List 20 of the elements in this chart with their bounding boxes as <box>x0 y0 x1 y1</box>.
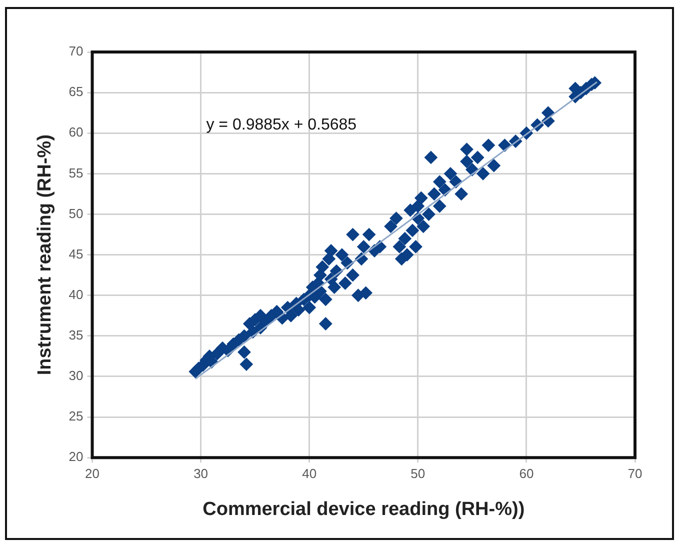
x-axis-title: Commercial device reading (RH-%)) <box>202 498 525 520</box>
y-tick-label: 35 <box>68 328 84 342</box>
annotation: y = 0.9885x + 0.5685 <box>206 116 357 134</box>
y-tick-label: 50 <box>68 206 84 221</box>
y-tick-label: 70 <box>68 44 84 59</box>
y-tick-label: 45 <box>68 246 84 262</box>
y-tick-label: 65 <box>68 84 84 100</box>
x-tick-label: 30 <box>194 466 208 481</box>
x-tick-label: 70 <box>628 466 642 481</box>
x-tick-label: 50 <box>410 466 426 481</box>
y-axis-title: Instrument reading (RH-%) <box>34 134 56 376</box>
x-tick-label: 40 <box>302 466 317 481</box>
y-tick-label: 55 <box>68 165 84 180</box>
y-tick-label: 40 <box>68 286 84 302</box>
y-tick-label: 25 <box>68 408 84 424</box>
x-tick-label: 20 <box>85 466 100 481</box>
y-tick-label: 20 <box>68 449 84 464</box>
y-tick-label: 60 <box>68 124 84 140</box>
y-tick-label: 30 <box>68 368 84 384</box>
x-tick-label: 60 <box>519 466 534 481</box>
